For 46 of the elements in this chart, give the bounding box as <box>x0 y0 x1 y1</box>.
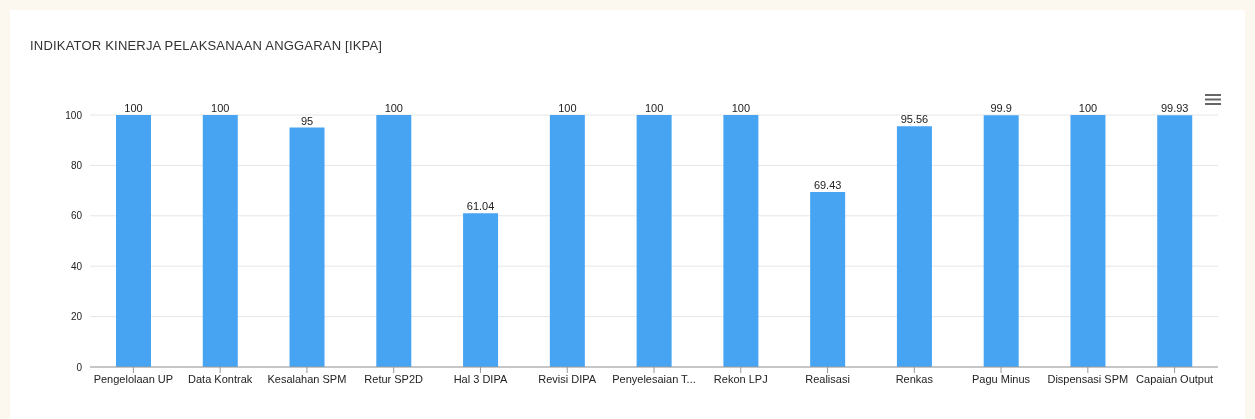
bar <box>810 192 846 367</box>
bar <box>1070 115 1106 367</box>
data-label: 99.93 <box>1160 102 1189 115</box>
data-label: 100 <box>1078 102 1098 114</box>
data-label: 95 <box>300 114 314 127</box>
x-tick-label: Pagu Minus <box>972 372 1031 385</box>
bar <box>549 115 585 367</box>
data-label: 100 <box>211 102 230 114</box>
y-tick-label: 40 <box>70 260 83 272</box>
y-tick-label: 80 <box>70 159 83 171</box>
chart-title: INDIKATOR KINERJA PELAKSANAAN ANGGARAN [IKPA] <box>30 38 383 53</box>
data-label: 95.56 <box>900 113 929 126</box>
data-label: 69.43 <box>813 179 842 192</box>
data-label: 100 <box>644 102 664 114</box>
x-tick-label: Hal 3 DIPA <box>453 372 508 385</box>
data-label: 100 <box>124 102 143 114</box>
y-tick-label: 20 <box>70 311 83 323</box>
x-tick-label: Revisi DIPA <box>538 372 597 385</box>
bar <box>1157 115 1193 367</box>
x-tick-label: Renkas <box>895 372 934 385</box>
bar <box>202 115 238 367</box>
x-tick-label: Capaian Output <box>1136 372 1214 385</box>
bar <box>289 127 325 367</box>
x-tick-label: Pengelolaan UP <box>93 372 174 385</box>
bar <box>896 126 932 367</box>
data-label: 100 <box>384 102 403 114</box>
bar <box>463 213 499 367</box>
x-tick-label: Dispensasi SPM <box>1047 372 1129 385</box>
data-label: 100 <box>558 102 577 114</box>
data-label: 100 <box>731 102 751 114</box>
y-tick-label: 0 <box>76 361 83 373</box>
bar <box>723 115 759 367</box>
x-tick-label: Realisasi <box>805 372 850 385</box>
x-tick-label: Rekon LPJ <box>713 372 768 385</box>
data-label: 99.9 <box>990 102 1012 115</box>
bar <box>983 115 1019 367</box>
y-tick-label: 60 <box>70 210 83 222</box>
x-tick-label: Data Kontrak <box>188 372 253 385</box>
bar <box>376 115 412 367</box>
data-label: 61.04 <box>466 200 495 213</box>
x-tick-label: Penyelesaian T... <box>612 372 696 385</box>
x-tick-label: Retur SP2D <box>364 372 424 385</box>
y-tick-label: 100 <box>65 109 83 121</box>
bar <box>116 115 151 367</box>
bar <box>636 115 672 367</box>
x-tick-label: Kesalahan SPM <box>267 372 347 385</box>
